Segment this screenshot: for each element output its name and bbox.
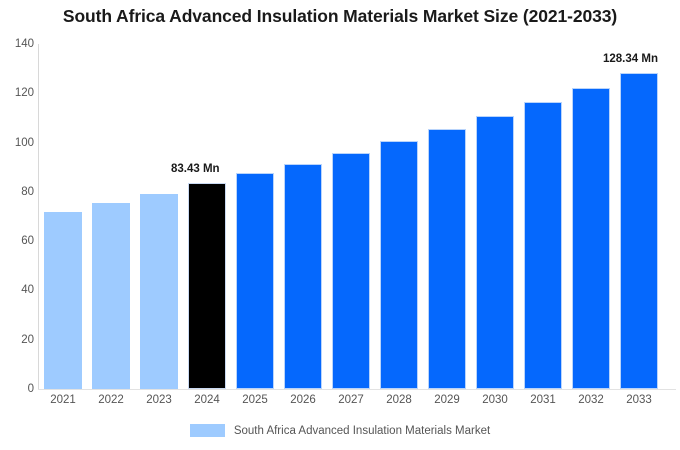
y-axis-tick-label: 0 bbox=[27, 383, 34, 395]
legend-swatch-icon bbox=[189, 424, 225, 437]
bar-2033[interactable] bbox=[620, 72, 658, 389]
y-axis-tick-label: 120 bbox=[14, 87, 34, 100]
bar-value-label-2033: 128.34 Mn bbox=[603, 52, 658, 65]
x-axis-tick-label: 2032 bbox=[578, 394, 604, 406]
bar-2022[interactable] bbox=[92, 203, 130, 389]
y-axis-line bbox=[38, 44, 39, 389]
chart-title: South Africa Advanced Insulation Materia… bbox=[62, 6, 618, 26]
bar-2031[interactable] bbox=[524, 102, 562, 389]
x-axis-tick-label: 2022 bbox=[98, 394, 124, 406]
y-axis-tick-label: 40 bbox=[21, 284, 34, 297]
bar-2025[interactable] bbox=[236, 173, 274, 389]
bar-2029[interactable] bbox=[428, 128, 466, 389]
bar-2027[interactable] bbox=[332, 152, 370, 389]
y-axis-tick-label: 60 bbox=[21, 235, 34, 248]
chart-legend: South Africa Advanced Insulation Materia… bbox=[0, 424, 680, 437]
bar-2021[interactable] bbox=[44, 211, 82, 389]
x-axis-tick-label: 2029 bbox=[434, 394, 460, 406]
y-axis: 0 20 40 60 80 100 120 140 bbox=[0, 0, 34, 450]
bar-2028[interactable] bbox=[380, 140, 418, 389]
x-axis-tick-label: 2026 bbox=[290, 394, 316, 406]
bar-2024[interactable] bbox=[188, 183, 226, 389]
bar-value-label-2024: 83.43 Mn bbox=[171, 163, 220, 176]
x-axis-tick-label: 2024 bbox=[194, 394, 220, 406]
x-axis-tick-label: 2021 bbox=[50, 394, 76, 406]
y-axis-tick-label: 80 bbox=[21, 185, 34, 198]
y-axis-tick-label: 140 bbox=[14, 38, 34, 50]
y-axis-tick-label: 100 bbox=[14, 136, 34, 149]
bar-2030[interactable] bbox=[476, 115, 514, 389]
bar-2023[interactable] bbox=[140, 193, 178, 389]
legend-label: South Africa Advanced Insulation Materia… bbox=[233, 424, 491, 437]
x-axis-tick-label: 2030 bbox=[482, 394, 508, 406]
bar-2026[interactable] bbox=[284, 163, 322, 389]
x-axis-tick-label: 2033 bbox=[626, 394, 652, 406]
x-axis-tick-label: 2027 bbox=[338, 394, 364, 406]
x-axis-tick-label: 2031 bbox=[530, 394, 556, 406]
x-axis-line bbox=[38, 389, 676, 390]
y-axis-tick-label: 20 bbox=[21, 333, 34, 346]
x-axis-tick-label: 2023 bbox=[146, 394, 172, 406]
x-axis-tick-label: 2025 bbox=[242, 394, 268, 406]
x-axis-tick-label: 2028 bbox=[386, 394, 412, 406]
bar-2032[interactable] bbox=[572, 88, 610, 389]
